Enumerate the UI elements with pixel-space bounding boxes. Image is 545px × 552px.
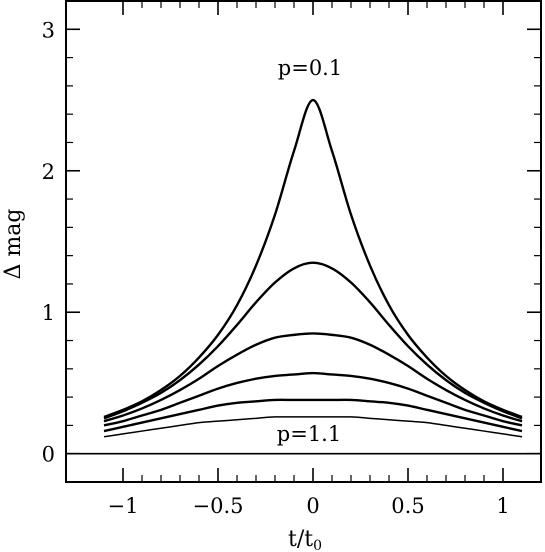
x-tick-label: 0 <box>306 494 319 518</box>
annotation-p-0-1: p=0.1 <box>278 56 342 80</box>
series-lines <box>103 98 523 438</box>
x-axis-title-main: t/t <box>288 527 313 552</box>
series-line-p-0-9 <box>103 398 523 433</box>
x-tick-label: −0.5 <box>193 494 244 518</box>
x-tick-label: −1 <box>108 494 139 518</box>
x-tick-label: 1 <box>496 494 509 518</box>
x-axis-title-subscript: 0 <box>313 538 322 552</box>
x-ticks: −1 −0.5 0 0.5 1 <box>108 1 510 518</box>
series-line-p-0-7 <box>103 371 523 427</box>
y-tick-label: 0 <box>42 443 55 467</box>
y-tick-label: 2 <box>42 160 55 184</box>
plot-frame <box>65 0 542 483</box>
x-axis-title: t/t0 <box>288 527 322 552</box>
annotation-p-1-1: p=1.1 <box>277 422 341 446</box>
y-ticks: 0 1 2 3 <box>42 18 541 467</box>
y-tick-label: 3 <box>42 18 55 42</box>
x-tick-label: 0.5 <box>391 494 424 518</box>
y-axis-title: Δ mag <box>1 209 26 280</box>
series-line-p-0-1 <box>103 98 523 419</box>
series-line-p-1-1 <box>103 416 523 438</box>
series-line-p-0-3 <box>103 261 523 420</box>
series-line-p-0-5 <box>103 332 523 423</box>
y-tick-label: 1 <box>42 301 55 325</box>
